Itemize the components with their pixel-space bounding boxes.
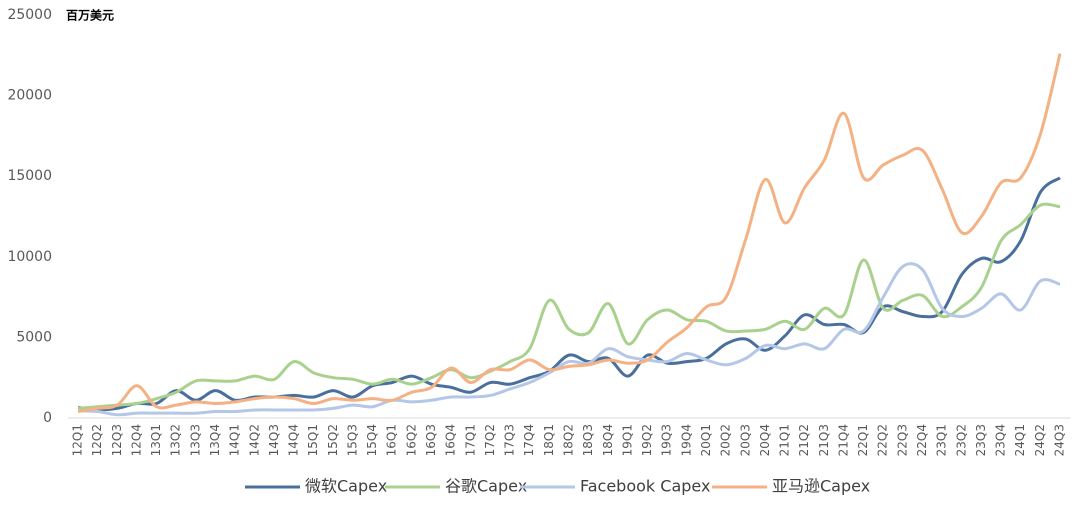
x-tick-label: 21Q1 [778, 424, 792, 456]
x-tick-label: 14Q1 [228, 424, 242, 456]
x-tick-label: 24Q2 [1033, 424, 1047, 456]
series-line [77, 176, 1061, 412]
x-tick-label: 15Q4 [365, 424, 379, 456]
series-line [77, 202, 1061, 410]
legend-label: 亚马逊Capex [772, 477, 870, 496]
series-line [77, 262, 1061, 417]
series-line [77, 53, 1062, 414]
x-tick-label: 16Q3 [424, 424, 438, 456]
x-tick-label: 18Q3 [581, 424, 595, 456]
x-tick-label: 15Q3 [345, 424, 359, 456]
x-tick-label: 13Q4 [208, 424, 222, 456]
x-tick-label: 17Q1 [463, 424, 477, 456]
x-tick-label: 12Q4 [129, 424, 143, 456]
x-tick-label: 20Q2 [719, 424, 733, 456]
y-tick-label: 0 [43, 410, 52, 426]
x-tick-label: 19Q4 [679, 424, 693, 456]
x-tick-label: 16Q4 [444, 424, 458, 456]
legend-label: Facebook Capex [580, 477, 710, 496]
x-tick-label: 23Q1 [935, 424, 949, 456]
x-tick-label: 22Q4 [915, 424, 929, 456]
x-tick-label: 16Q2 [404, 424, 418, 456]
x-tick-label: 12Q3 [110, 424, 124, 456]
x-tick-label: 24Q3 [1053, 424, 1067, 456]
x-tick-label: 18Q2 [562, 424, 576, 456]
x-tick-label: 17Q2 [483, 424, 497, 456]
x-tick-label: 20Q1 [699, 424, 713, 456]
x-tick-label: 17Q4 [522, 424, 536, 456]
x-tick-label: 22Q2 [876, 424, 890, 456]
x-tick-label: 13Q2 [169, 424, 183, 456]
x-tick-label: 24Q1 [1013, 424, 1027, 456]
y-tick-label: 25000 [7, 7, 52, 23]
x-tick-label: 12Q1 [71, 424, 85, 456]
x-tick-label: 17Q3 [503, 424, 517, 456]
x-tick-label: 16Q1 [385, 424, 399, 456]
x-tick-label: 23Q3 [974, 424, 988, 456]
legend-label: 微软Capex [305, 477, 387, 496]
x-tick-label: 18Q4 [601, 424, 615, 456]
x-tick-label: 20Q3 [738, 424, 752, 456]
y-tick-label: 15000 [7, 168, 52, 184]
x-tick-label: 14Q3 [267, 424, 281, 456]
x-tick-label: 22Q1 [856, 424, 870, 456]
y-unit-label: 百万美元 [66, 8, 114, 23]
x-tick-label: 23Q4 [994, 424, 1008, 456]
x-tick-label: 19Q1 [620, 424, 634, 456]
x-tick-label: 21Q4 [836, 424, 850, 456]
x-tick-label: 12Q2 [90, 424, 104, 456]
x-tick-label: 13Q3 [188, 424, 202, 456]
x-tick-label: 22Q3 [895, 424, 909, 456]
x-tick-label: 21Q2 [797, 424, 811, 456]
x-tick-label: 21Q3 [817, 424, 831, 456]
y-tick-label: 5000 [16, 329, 52, 345]
x-tick-label: 13Q1 [149, 424, 163, 456]
x-tick-label: 14Q2 [247, 424, 261, 456]
y-tick-label: 10000 [7, 249, 52, 265]
x-tick-label: 15Q1 [306, 424, 320, 456]
x-tick-label: 20Q4 [758, 424, 772, 456]
x-tick-label: 18Q1 [542, 424, 556, 456]
x-tick-label: 19Q3 [660, 424, 674, 456]
x-tick-label: 23Q2 [954, 424, 968, 456]
legend-label: 谷歌Capex [445, 477, 527, 496]
x-tick-label: 14Q4 [287, 424, 301, 456]
x-tick-label: 19Q2 [640, 424, 654, 456]
y-tick-label: 20000 [7, 88, 52, 104]
x-tick-label: 15Q2 [326, 424, 340, 456]
